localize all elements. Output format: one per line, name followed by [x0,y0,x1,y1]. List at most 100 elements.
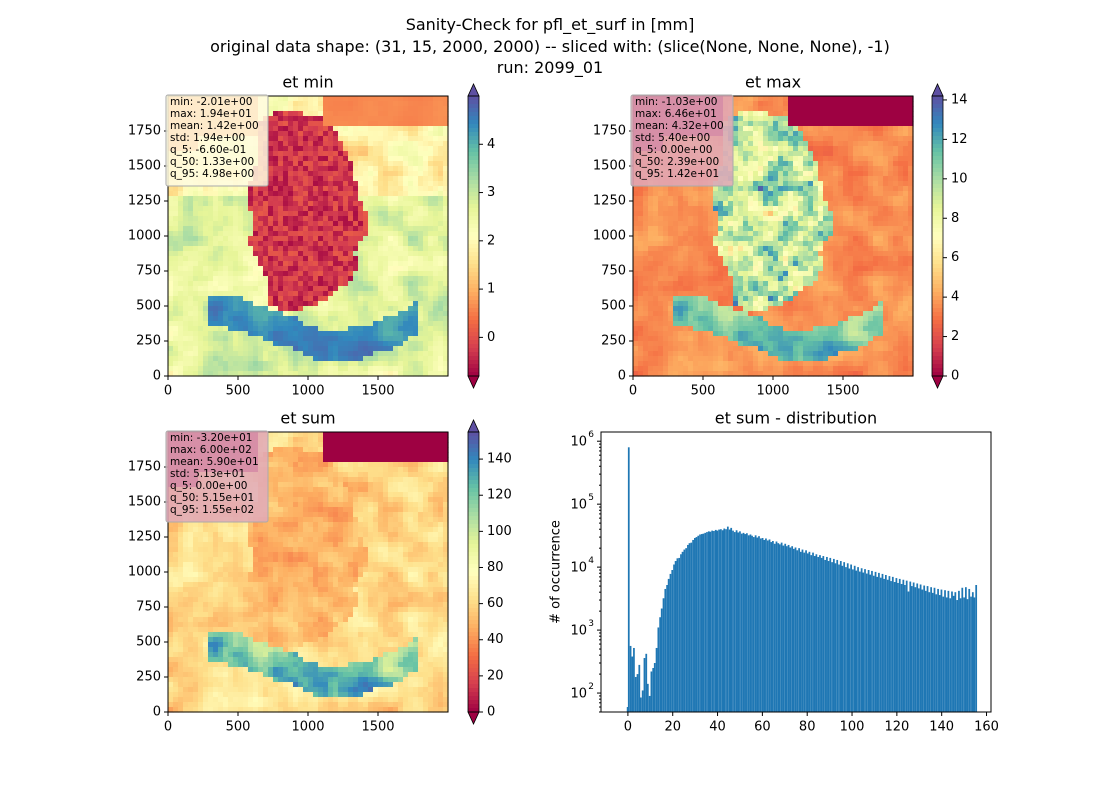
heatmap-cell [268,236,274,242]
heatmap-cell [418,226,424,232]
heatmap-cell [233,196,239,202]
heatmap-cell [253,186,259,192]
heatmap-cell [173,211,179,217]
heatmap-cell [668,226,674,232]
heatmap-cell [173,226,179,232]
heatmap-cell [293,121,299,127]
heatmap-cell [273,171,279,177]
heatmap-cell [768,281,774,287]
heatmap-cell [408,231,414,237]
heatmap-cell [698,226,704,232]
heatmap-cell [398,186,404,192]
heatmap-cell [258,371,264,377]
heatmap-cell [298,141,304,147]
heatmap-cell [708,351,714,357]
heatmap-cell [393,291,399,297]
heatmap-cell [403,126,409,132]
heatmap-cell [443,231,449,237]
heatmap-cell [363,211,369,217]
heatmap-cell [398,181,404,187]
heatmap-cell [653,266,659,272]
heatmap-cell [783,136,789,142]
heatmap-cell [403,296,409,302]
heatmap-cell [323,366,329,372]
heatmap-cell [428,131,434,137]
heatmap-cell [338,176,344,182]
heatmap-cell [663,301,669,307]
heatmap-cell [768,276,774,282]
heatmap-cell [708,201,714,207]
heatmap-cell [218,216,224,222]
heatmap-cell [413,171,419,177]
heatmap-cell [718,301,724,307]
heatmap-cell [183,366,189,372]
heatmap-cell [443,261,449,267]
heatmap-cell [228,241,234,247]
heatmap-cell [373,236,379,242]
heatmap-cell [293,136,299,142]
heatmap-cell [768,301,774,307]
heatmap-cell [318,341,324,347]
heatmap-cell [763,271,769,277]
heatmap-cell [283,176,289,182]
colorbar-segment [468,176,479,181]
heatmap-cell [233,351,239,357]
heatmap-cell [333,231,339,237]
heatmap-cell [743,131,749,137]
heatmap-cell [228,356,234,362]
heatmap-cell [333,156,339,162]
heatmap-cell [283,196,289,202]
heatmap-cell [663,286,669,292]
heatmap-cell [363,231,369,237]
heatmap-cell [248,216,254,222]
heatmap-cell [173,246,179,252]
heatmap-cell [428,336,434,342]
heatmap-cell [323,346,329,352]
heatmap-cell [168,311,174,317]
heatmap-cell [288,331,294,337]
heatmap-cell [323,171,329,177]
heatmap-cell [653,286,659,292]
heatmap-cell [353,246,359,252]
heatmap-cell [363,116,369,122]
heatmap-cell [298,201,304,207]
heatmap-cell [288,261,294,267]
heatmap-cell [773,296,779,302]
heatmap-cell [328,256,334,262]
heatmap-cell [368,156,374,162]
heatmap-cell [308,361,314,367]
heatmap-cell [783,131,789,137]
heatmap-cell [373,306,379,312]
colorbar-tick-label: 1 [487,282,495,297]
heatmap-cell [183,196,189,202]
heatmap-cell [773,266,779,272]
heatmap-cell [263,266,269,272]
heatmap-cell [778,256,784,262]
heatmap-cell [633,316,639,322]
heatmap-cell [338,256,344,262]
heatmap-cell [243,371,249,377]
heatmap-cell [683,336,689,342]
heatmap-cell [193,221,199,227]
heatmap-cell [423,371,429,377]
heatmap-cell [373,191,379,197]
colorbar-segment [468,324,479,329]
heatmap-cell [198,366,204,372]
heatmap-cell [388,296,394,302]
heatmap-cell [698,241,704,247]
heatmap-cell [683,256,689,262]
heatmap-cell [183,321,189,327]
heatmap-cell [168,266,174,272]
heatmap-cell [273,351,279,357]
heatmap-cell [258,331,264,337]
heatmap-cell [263,291,269,297]
heatmap-cell [763,181,769,187]
heatmap-cell [388,371,394,377]
heatmap-cell [763,226,769,232]
heatmap-cell [358,201,364,207]
heatmap-cell [253,231,259,237]
heatmap-cell [298,161,304,167]
heatmap-cell [668,191,674,197]
heatmap-cell [413,326,419,332]
heatmap-cell [748,116,754,122]
